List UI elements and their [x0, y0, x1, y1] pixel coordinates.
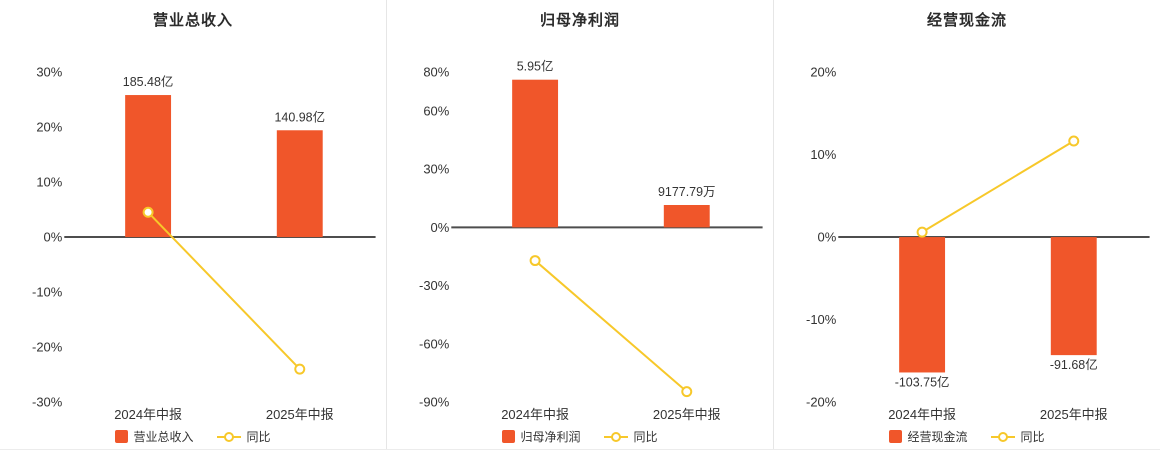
svg-text:60%: 60%: [423, 103, 449, 118]
legend-label-bar-series: 经营现金流: [907, 430, 968, 445]
svg-text:80%: 80%: [423, 64, 449, 79]
legend-item-yoy-line[interactable]: 同比: [216, 428, 271, 445]
bar-series-swatch-icon: [889, 430, 903, 444]
panel-revenue: 营业总收入 30% 20% 10% 0% -10% -20% -30% 185.48亿 140.…: [0, 0, 387, 449]
svg-text:-10%: -10%: [32, 284, 63, 299]
svg-text:-91.68亿: -91.68亿: [1050, 357, 1098, 372]
svg-text:20%: 20%: [810, 64, 836, 79]
svg-text:-10%: -10%: [806, 312, 837, 327]
svg-text:-20%: -20%: [32, 340, 63, 355]
chart-legend-net-profit: 归母净利润 同比: [387, 424, 773, 449]
yoy-line-marker-icon: [216, 431, 241, 442]
chart-title-cash-flow: 经营现金流: [926, 12, 1007, 30]
svg-text:-20%: -20%: [806, 395, 837, 410]
legend-label-yoy: 同比: [1020, 430, 1045, 445]
svg-text:-103.75亿: -103.75亿: [895, 374, 950, 389]
svg-text:0%: 0%: [818, 229, 837, 244]
legend-item-yoy-line[interactable]: 同比: [603, 428, 658, 445]
svg-text:2025年中报: 2025年中报: [1040, 407, 1108, 422]
svg-text:-30%: -30%: [32, 395, 63, 410]
bar-series-swatch-icon: [502, 430, 516, 444]
yoy-line-marker-icon: [990, 431, 1015, 442]
svg-text:2025年中报: 2025年中报: [653, 407, 721, 422]
bar-series-swatch-icon: [115, 430, 129, 444]
svg-text:5.95亿: 5.95亿: [517, 59, 554, 74]
chart-title-revenue: 营业总收入: [152, 12, 233, 30]
svg-text:20%: 20%: [36, 119, 62, 134]
svg-text:2025年中报: 2025年中报: [266, 407, 334, 422]
svg-text:-30%: -30%: [419, 278, 450, 293]
svg-text:0%: 0%: [431, 220, 450, 235]
svg-text:10%: 10%: [36, 174, 62, 189]
svg-text:30%: 30%: [36, 64, 62, 79]
svg-text:2024年中报: 2024年中报: [501, 407, 569, 422]
chart-canvas-revenue: 30% 20% 10% 0% -10% -20% -30% 185.48亿 140.98亿 202…: [32, 64, 376, 422]
legend-label-yoy: 同比: [633, 430, 658, 445]
svg-text:-90%: -90%: [419, 395, 450, 410]
legend-item-bar-series[interactable]: 经营现金流: [889, 428, 968, 445]
legend-item-bar-series[interactable]: 营业总收入: [115, 428, 194, 445]
svg-text:140.98亿: 140.98亿: [274, 109, 325, 124]
svg-text:10%: 10%: [810, 147, 836, 162]
svg-text:2024年中报: 2024年中报: [114, 407, 182, 422]
legend-label-yoy: 同比: [246, 430, 271, 445]
legend-item-yoy-line[interactable]: 同比: [990, 428, 1045, 445]
chart-legend-revenue: 营业总收入 同比: [0, 424, 386, 449]
chart-legend-cash-flow: 经营现金流 同比: [774, 424, 1160, 449]
svg-text:9177.79万: 9177.79万: [658, 185, 716, 199]
panel-cash-flow: 经营现金流 20% 10% 0% -10% -20% -103.75亿 -91.68亿 202…: [774, 0, 1160, 449]
chart-canvas-net-profit: 80% 60% 30% 0% -30% -60% -90% 5.95亿 9177.79万 2024…: [419, 59, 763, 422]
svg-text:30%: 30%: [423, 161, 449, 176]
legend-label-bar-series: 营业总收入: [133, 430, 194, 445]
yoy-line-marker-icon: [603, 431, 628, 442]
svg-text:-60%: -60%: [419, 336, 450, 351]
chart-title-net-profit: 归母净利润: [539, 12, 620, 30]
svg-text:0%: 0%: [44, 229, 63, 244]
panel-net-profit: 归母净利润 80% 60% 30% 0% -30% -60% -90% 5.95亿 9177.7…: [387, 0, 774, 449]
legend-item-bar-series[interactable]: 归母净利润: [502, 428, 581, 445]
svg-text:185.48亿: 185.48亿: [123, 74, 174, 89]
chart-canvas-cash-flow: 20% 10% 0% -10% -20% -103.75亿 -91.68亿 2024年中报 20…: [806, 64, 1150, 422]
legend-label-bar-series: 归母净利润: [520, 430, 581, 445]
svg-text:2024年中报: 2024年中报: [888, 407, 956, 422]
